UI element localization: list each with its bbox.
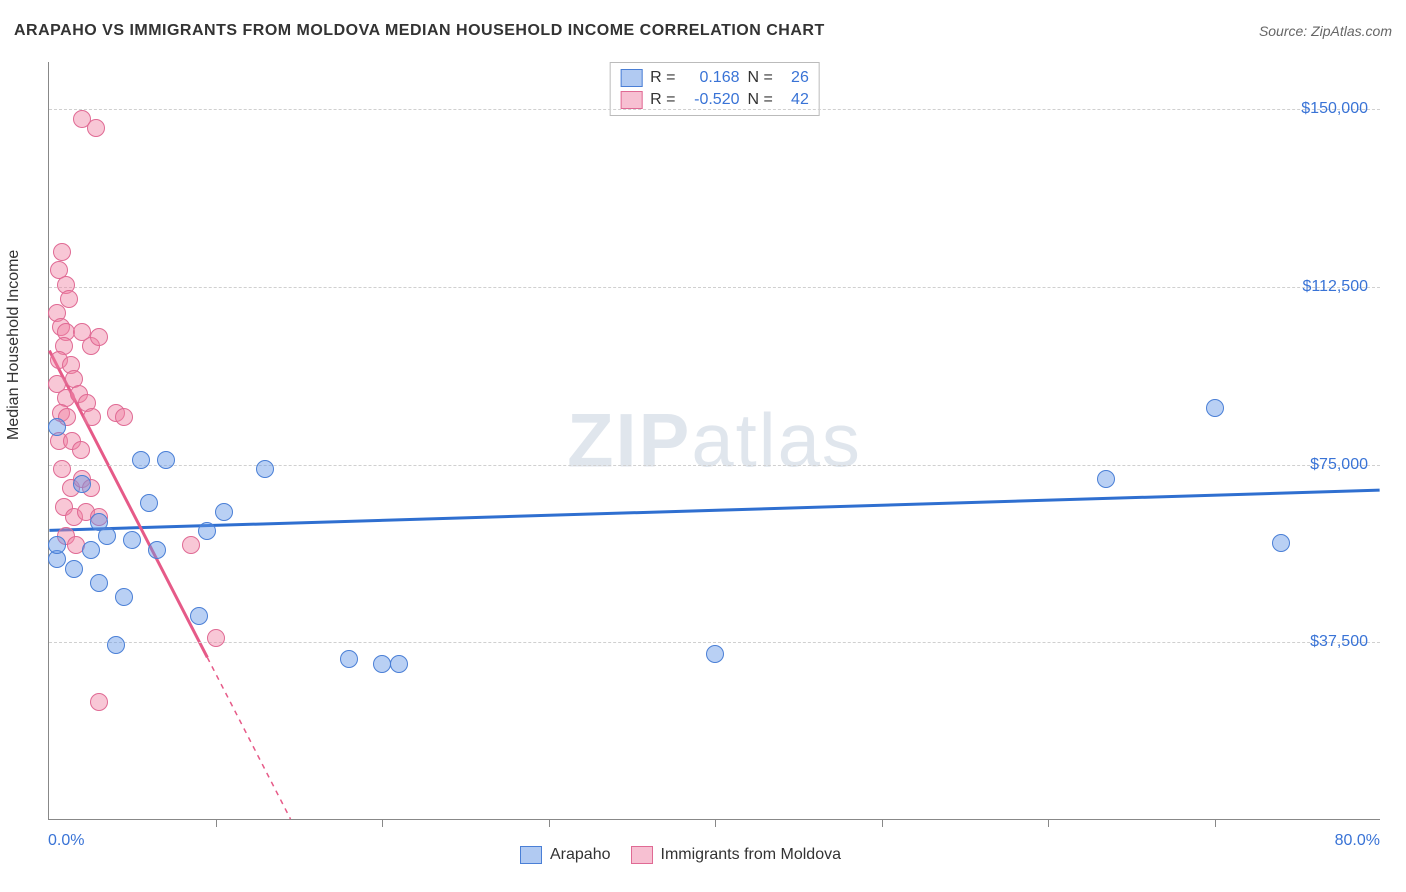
data-point (107, 636, 125, 654)
data-point (207, 629, 225, 647)
legend-item: Arapaho (520, 846, 611, 864)
data-point (198, 522, 216, 540)
gridline (49, 109, 1380, 110)
r-value: -0.520 (684, 91, 740, 109)
series-legend: Arapaho Immigrants from Moldova (520, 846, 841, 864)
y-axis-title: Median Household Income (5, 250, 23, 440)
data-point (53, 243, 71, 261)
swatch-icon (631, 846, 653, 864)
y-tick-label: $112,500 (1302, 278, 1368, 296)
data-point (115, 408, 133, 426)
legend-item: Immigrants from Moldova (631, 846, 842, 864)
y-tick-label: $37,500 (1310, 633, 1368, 651)
n-value: 42 (781, 91, 809, 109)
data-point (132, 451, 150, 469)
watermark-light: atlas (691, 398, 862, 483)
data-point (82, 541, 100, 559)
x-tick (882, 819, 883, 827)
data-point (90, 693, 108, 711)
data-point (115, 588, 133, 606)
stats-legend-box: R = 0.168 N = 26 R = -0.520 N = 42 (609, 62, 820, 116)
x-min-label: 0.0% (48, 832, 84, 850)
trendlines-svg (49, 62, 1380, 819)
swatch-icon (520, 846, 542, 864)
stats-row: R = 0.168 N = 26 (620, 67, 809, 89)
data-point (706, 645, 724, 663)
data-point (72, 441, 90, 459)
stats-row: R = -0.520 N = 42 (620, 89, 809, 111)
x-tick (549, 819, 550, 827)
x-tick (1215, 819, 1216, 827)
r-label: R = (650, 91, 675, 109)
data-point (83, 408, 101, 426)
gridline (49, 465, 1380, 466)
data-point (373, 655, 391, 673)
n-value: 26 (781, 69, 809, 87)
data-point (1272, 534, 1290, 552)
data-point (123, 531, 141, 549)
legend-label: Arapaho (550, 846, 611, 864)
data-point (65, 560, 83, 578)
y-tick-label: $75,000 (1310, 456, 1368, 474)
data-point (190, 607, 208, 625)
data-point (340, 650, 358, 668)
n-label: N = (748, 91, 773, 109)
swatch-icon (620, 91, 642, 109)
watermark: ZIPatlas (567, 397, 862, 484)
watermark-bold: ZIP (567, 398, 691, 483)
data-point (48, 536, 66, 554)
data-point (48, 418, 66, 436)
gridline (49, 642, 1380, 643)
gridline (49, 287, 1380, 288)
data-point (90, 328, 108, 346)
data-point (140, 494, 158, 512)
data-point (390, 655, 408, 673)
swatch-icon (620, 69, 642, 87)
x-tick (216, 819, 217, 827)
chart-header: ARAPAHO VS IMMIGRANTS FROM MOLDOVA MEDIA… (14, 22, 1392, 40)
r-value: 0.168 (684, 69, 740, 87)
plot-area: ZIPatlas R = 0.168 N = 26 R = -0.520 N =… (48, 62, 1380, 820)
data-point (90, 574, 108, 592)
data-point (256, 460, 274, 478)
data-point (1097, 470, 1115, 488)
data-point (87, 119, 105, 137)
data-point (148, 541, 166, 559)
data-point (182, 536, 200, 554)
trendline (49, 490, 1379, 530)
data-point (157, 451, 175, 469)
x-tick (715, 819, 716, 827)
data-point (73, 475, 91, 493)
data-point (215, 503, 233, 521)
x-tick (382, 819, 383, 827)
n-label: N = (748, 69, 773, 87)
trendline-extrapolation (207, 657, 290, 819)
legend-label: Immigrants from Moldova (661, 846, 842, 864)
y-tick-label: $150,000 (1301, 100, 1368, 118)
r-label: R = (650, 69, 675, 87)
x-tick (1048, 819, 1049, 827)
data-point (98, 527, 116, 545)
data-point (53, 460, 71, 478)
data-point (1206, 399, 1224, 417)
chart-source: Source: ZipAtlas.com (1259, 23, 1392, 39)
chart-title: ARAPAHO VS IMMIGRANTS FROM MOLDOVA MEDIA… (14, 22, 825, 40)
x-max-label: 80.0% (1335, 832, 1380, 850)
